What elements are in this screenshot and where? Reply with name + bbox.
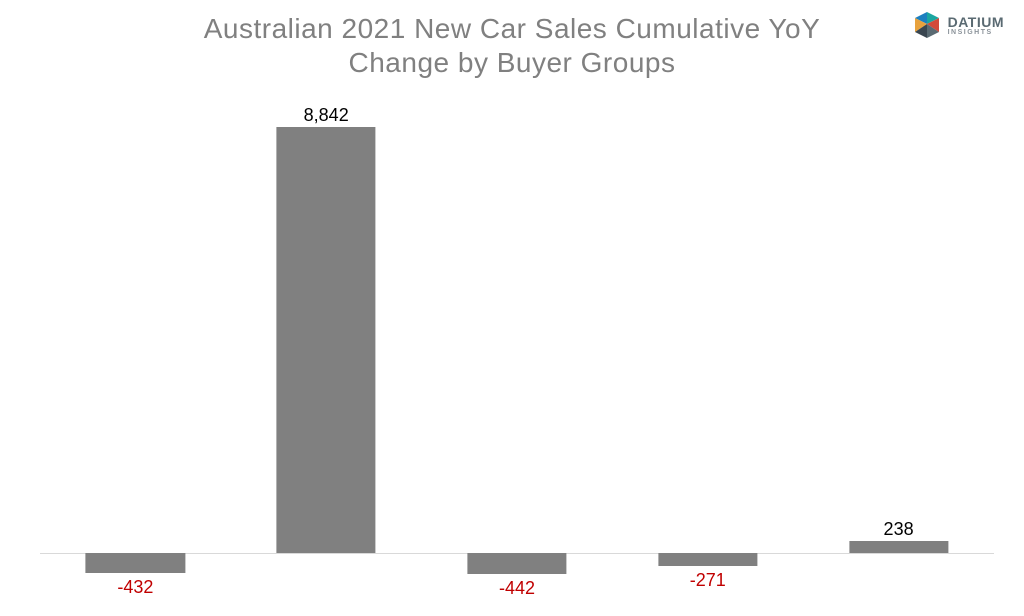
bar-value-label: 238 (884, 519, 914, 540)
bars-container: -432Business8,842Private-442Rental-271Go… (40, 110, 994, 596)
brand-logo: DATIUM INSIGHTS (912, 10, 1004, 40)
bar-value-label: -271 (690, 570, 726, 591)
bar-value-label: -442 (499, 578, 535, 599)
bar (277, 127, 376, 552)
bar-slot: 238Heavy Commercial (803, 110, 994, 596)
logo-mark-icon (912, 10, 942, 40)
bar-slot: -271Gov't (612, 110, 803, 596)
logo-sub: INSIGHTS (948, 29, 1004, 36)
bar-slot: -442Rental (422, 110, 613, 596)
chart-title-line1: Australian 2021 New Car Sales Cumulative… (204, 13, 821, 44)
bar-chart: -432Business8,842Private-442Rental-271Go… (40, 110, 994, 596)
bar-value-label: -432 (117, 577, 153, 598)
bar (849, 541, 948, 552)
bar-slot: -432Business (40, 110, 231, 596)
chart-title: Australian 2021 New Car Sales Cumulative… (0, 12, 1024, 80)
bar (86, 553, 185, 574)
logo-word: DATIUM (948, 15, 1004, 29)
bar (658, 553, 757, 566)
chart-title-line2: Change by Buyer Groups (349, 47, 676, 78)
bar-value-label: 8,842 (304, 105, 349, 126)
bar (467, 553, 566, 574)
bar-slot: 8,842Private (231, 110, 422, 596)
